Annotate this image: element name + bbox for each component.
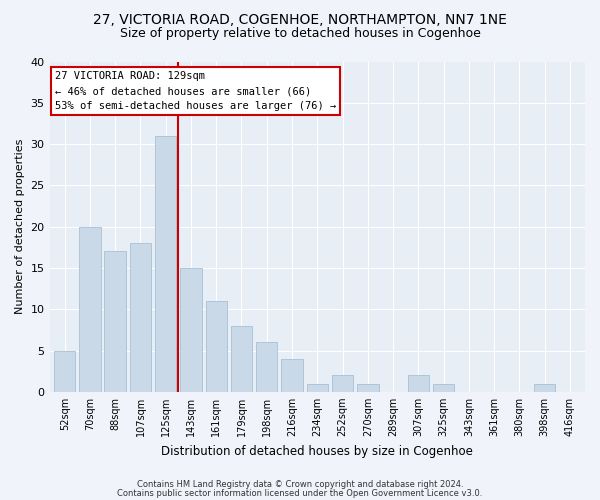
- Bar: [281, 359, 303, 392]
- Bar: [206, 301, 227, 392]
- Bar: [231, 326, 252, 392]
- Text: Contains public sector information licensed under the Open Government Licence v3: Contains public sector information licen…: [118, 489, 482, 498]
- Bar: [357, 384, 379, 392]
- Bar: [534, 384, 556, 392]
- Text: Size of property relative to detached houses in Cogenhoe: Size of property relative to detached ho…: [119, 28, 481, 40]
- X-axis label: Distribution of detached houses by size in Cogenhoe: Distribution of detached houses by size …: [161, 444, 473, 458]
- Bar: [180, 268, 202, 392]
- Bar: [407, 376, 429, 392]
- Bar: [332, 376, 353, 392]
- Bar: [54, 350, 76, 392]
- Bar: [307, 384, 328, 392]
- Bar: [130, 243, 151, 392]
- Bar: [155, 136, 176, 392]
- Bar: [433, 384, 454, 392]
- Bar: [256, 342, 277, 392]
- Y-axis label: Number of detached properties: Number of detached properties: [15, 139, 25, 314]
- Text: 27 VICTORIA ROAD: 129sqm
← 46% of detached houses are smaller (66)
53% of semi-d: 27 VICTORIA ROAD: 129sqm ← 46% of detach…: [55, 72, 336, 111]
- Text: 27, VICTORIA ROAD, COGENHOE, NORTHAMPTON, NN7 1NE: 27, VICTORIA ROAD, COGENHOE, NORTHAMPTON…: [93, 12, 507, 26]
- Bar: [79, 226, 101, 392]
- Text: Contains HM Land Registry data © Crown copyright and database right 2024.: Contains HM Land Registry data © Crown c…: [137, 480, 463, 489]
- Bar: [104, 252, 126, 392]
